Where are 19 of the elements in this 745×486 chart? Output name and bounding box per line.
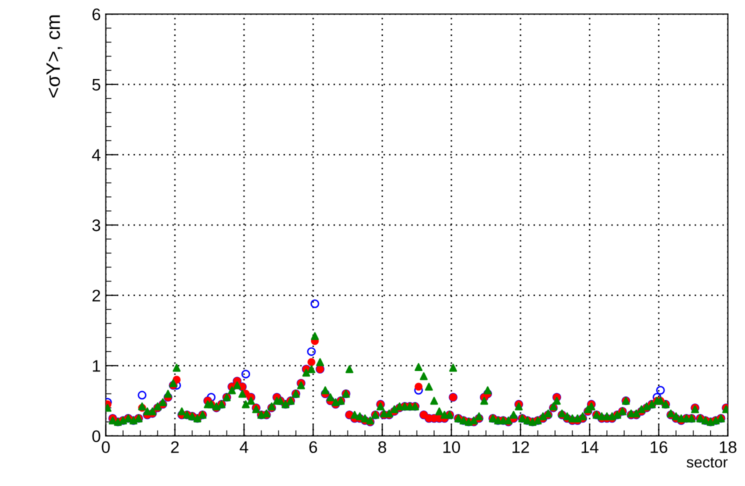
x-tick-label: 10 bbox=[443, 441, 460, 454]
y-tick-label: 4 bbox=[92, 149, 100, 161]
y-tick-label: 2 bbox=[92, 290, 100, 302]
x-tick-label: 18 bbox=[720, 441, 736, 454]
y-tick-label: 0 bbox=[92, 430, 100, 442]
x-tick-label: 6 bbox=[309, 441, 318, 454]
x-tick-label: 12 bbox=[512, 441, 529, 453]
x-axis-title: sector bbox=[686, 458, 728, 468]
y-tick-label: 6 bbox=[92, 8, 100, 20]
x-tick-label: 14 bbox=[582, 441, 598, 453]
x-tick-label: 0 bbox=[102, 441, 110, 454]
y-tick-label: 3 bbox=[92, 219, 100, 232]
x-tick-label: 2 bbox=[171, 441, 179, 453]
x-tick-label: 16 bbox=[650, 441, 668, 454]
y-tick-label: 5 bbox=[92, 78, 100, 91]
x-tick-label: 4 bbox=[240, 441, 248, 453]
y-tick-label: 1 bbox=[92, 360, 100, 372]
x-tick-label: 8 bbox=[378, 441, 386, 454]
y-axis-title: <σY>, cm bbox=[46, 15, 62, 98]
